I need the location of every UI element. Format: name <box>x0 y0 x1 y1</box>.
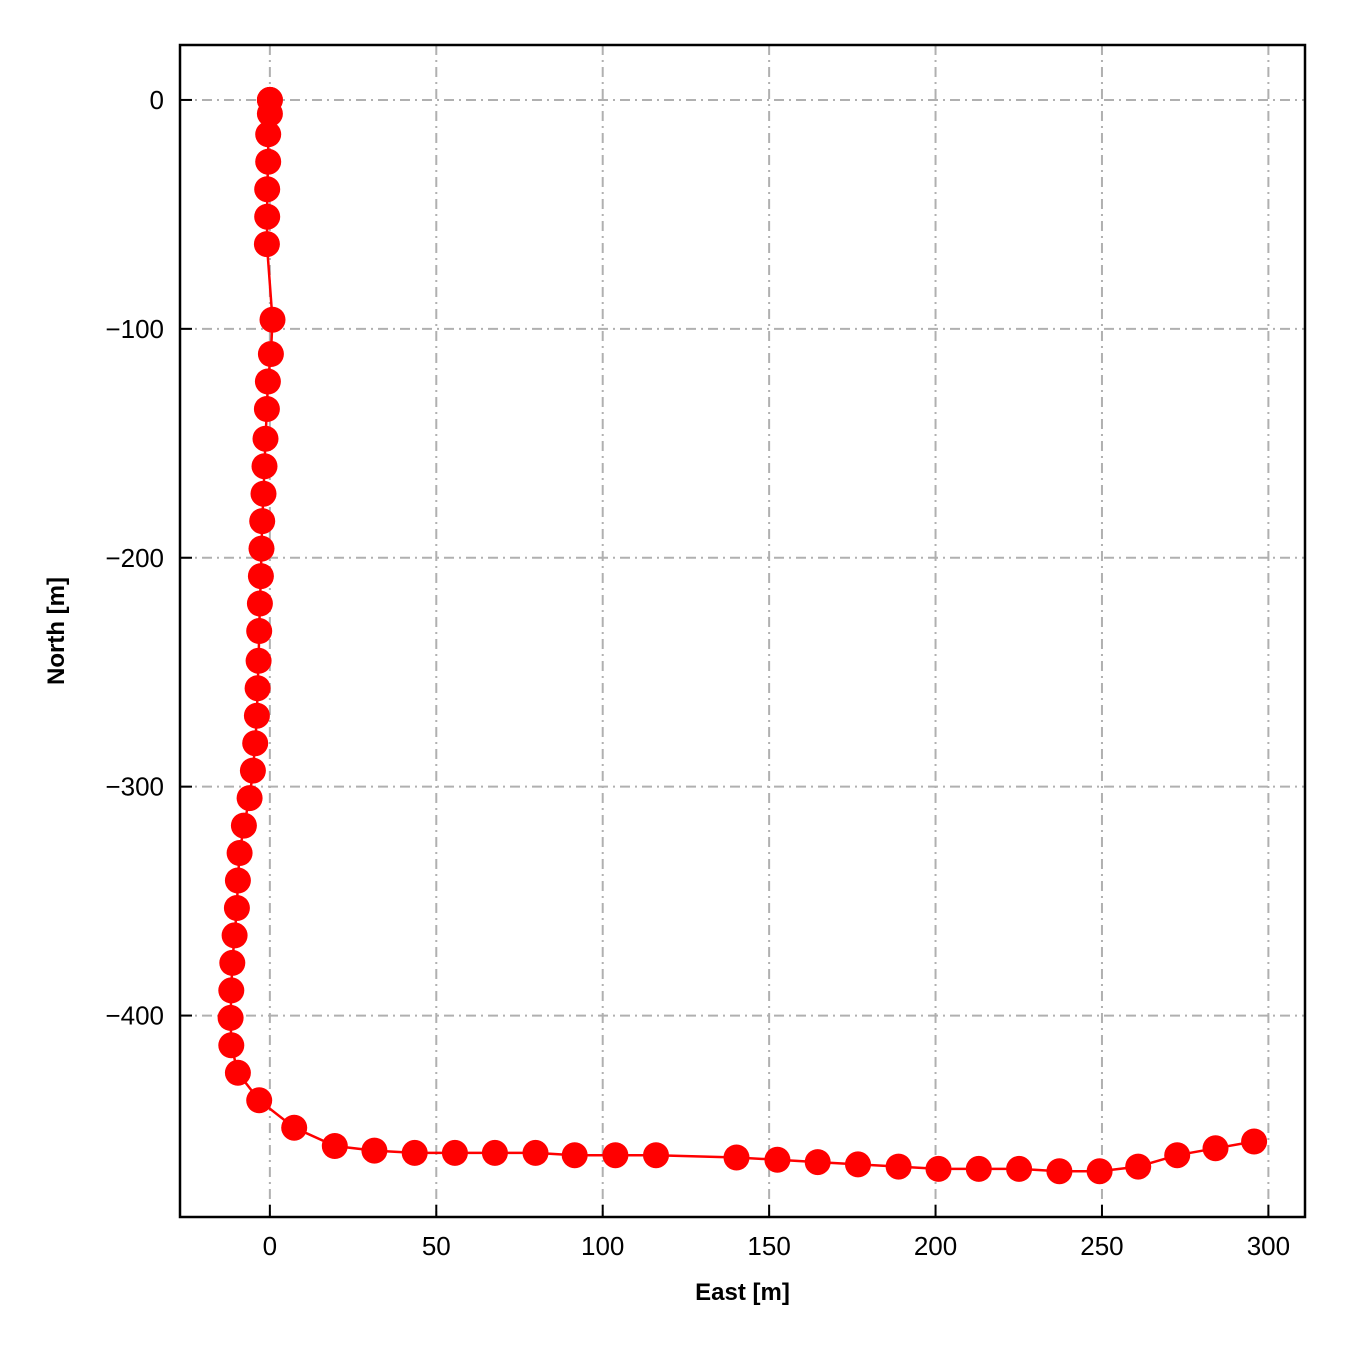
data-point <box>481 1139 508 1166</box>
data-point <box>925 1155 952 1182</box>
data-point <box>259 306 286 333</box>
data-point <box>224 867 251 894</box>
data-point <box>223 895 250 921</box>
data-point <box>250 480 277 507</box>
x-tick-label: 150 <box>747 1231 790 1261</box>
data-point <box>246 1087 273 1114</box>
x-axis-label: East [m] <box>695 1279 790 1306</box>
data-point <box>252 425 279 452</box>
data-point <box>239 757 266 784</box>
data-point <box>257 341 284 367</box>
data-point <box>219 949 246 976</box>
data-point <box>1164 1142 1191 1169</box>
data-point <box>1006 1155 1033 1182</box>
axis-ticks: 0 50 100 150 200 250 300 0 −100 −200 −300 −400 <box>105 85 1290 1261</box>
data-point <box>251 453 278 480</box>
x-tick-label: 50 <box>422 1231 451 1261</box>
data-point <box>1241 1128 1268 1155</box>
data-point <box>255 121 282 148</box>
data-point <box>321 1133 348 1159</box>
x-tick-label: 100 <box>581 1231 624 1261</box>
data-point <box>247 563 274 590</box>
data-point <box>242 730 269 757</box>
data-point <box>246 590 273 617</box>
data-point <box>441 1139 468 1166</box>
data-point <box>226 840 253 866</box>
data-point <box>254 203 281 230</box>
y-tick-label: −400 <box>105 1001 164 1031</box>
y-tick-label: 0 <box>150 85 164 115</box>
data-point <box>218 1032 245 1059</box>
data-point <box>224 1059 251 1086</box>
data-point <box>845 1151 871 1178</box>
data-point <box>1086 1158 1113 1185</box>
y-tick-label: −200 <box>105 543 164 573</box>
grid-lines <box>180 45 1305 1217</box>
data-point <box>218 977 245 1004</box>
data-point <box>243 702 270 729</box>
x-tick-label: 0 <box>263 1231 277 1261</box>
data-point <box>217 1004 244 1031</box>
data-point <box>561 1142 588 1169</box>
data-point <box>804 1149 831 1176</box>
data-point <box>361 1137 388 1164</box>
data-point <box>248 535 275 562</box>
data-point <box>253 231 280 258</box>
data-point <box>602 1142 629 1169</box>
data-point <box>236 785 263 812</box>
y-tick-label: −100 <box>105 314 164 344</box>
data-point <box>522 1139 549 1166</box>
y-tick-label: −300 <box>105 772 164 802</box>
data-point <box>281 1114 308 1141</box>
data-point <box>253 396 280 422</box>
data-point <box>965 1155 992 1182</box>
data-point <box>643 1142 669 1169</box>
data-point <box>244 675 271 702</box>
plot-frame <box>178 43 1307 1219</box>
data-point <box>885 1153 912 1180</box>
data-point <box>245 647 272 674</box>
data-point <box>256 100 283 127</box>
data-point <box>254 368 281 395</box>
data-point <box>249 508 276 535</box>
data-point <box>221 922 248 949</box>
data-point <box>254 176 281 203</box>
x-tick-label: 300 <box>1247 1231 1290 1261</box>
data-point <box>255 148 282 175</box>
data-point <box>230 812 257 839</box>
data-point <box>723 1144 750 1171</box>
y-axis-label: North [m] <box>43 577 70 685</box>
data-point <box>1202 1135 1229 1162</box>
data-point <box>1046 1158 1073 1185</box>
data-point <box>401 1139 428 1166</box>
data-point <box>764 1146 791 1173</box>
x-tick-label: 250 <box>1080 1231 1123 1261</box>
x-tick-label: 200 <box>914 1231 957 1261</box>
data-point <box>1125 1153 1152 1180</box>
series-layer <box>217 86 1268 1185</box>
data-point <box>246 618 273 644</box>
